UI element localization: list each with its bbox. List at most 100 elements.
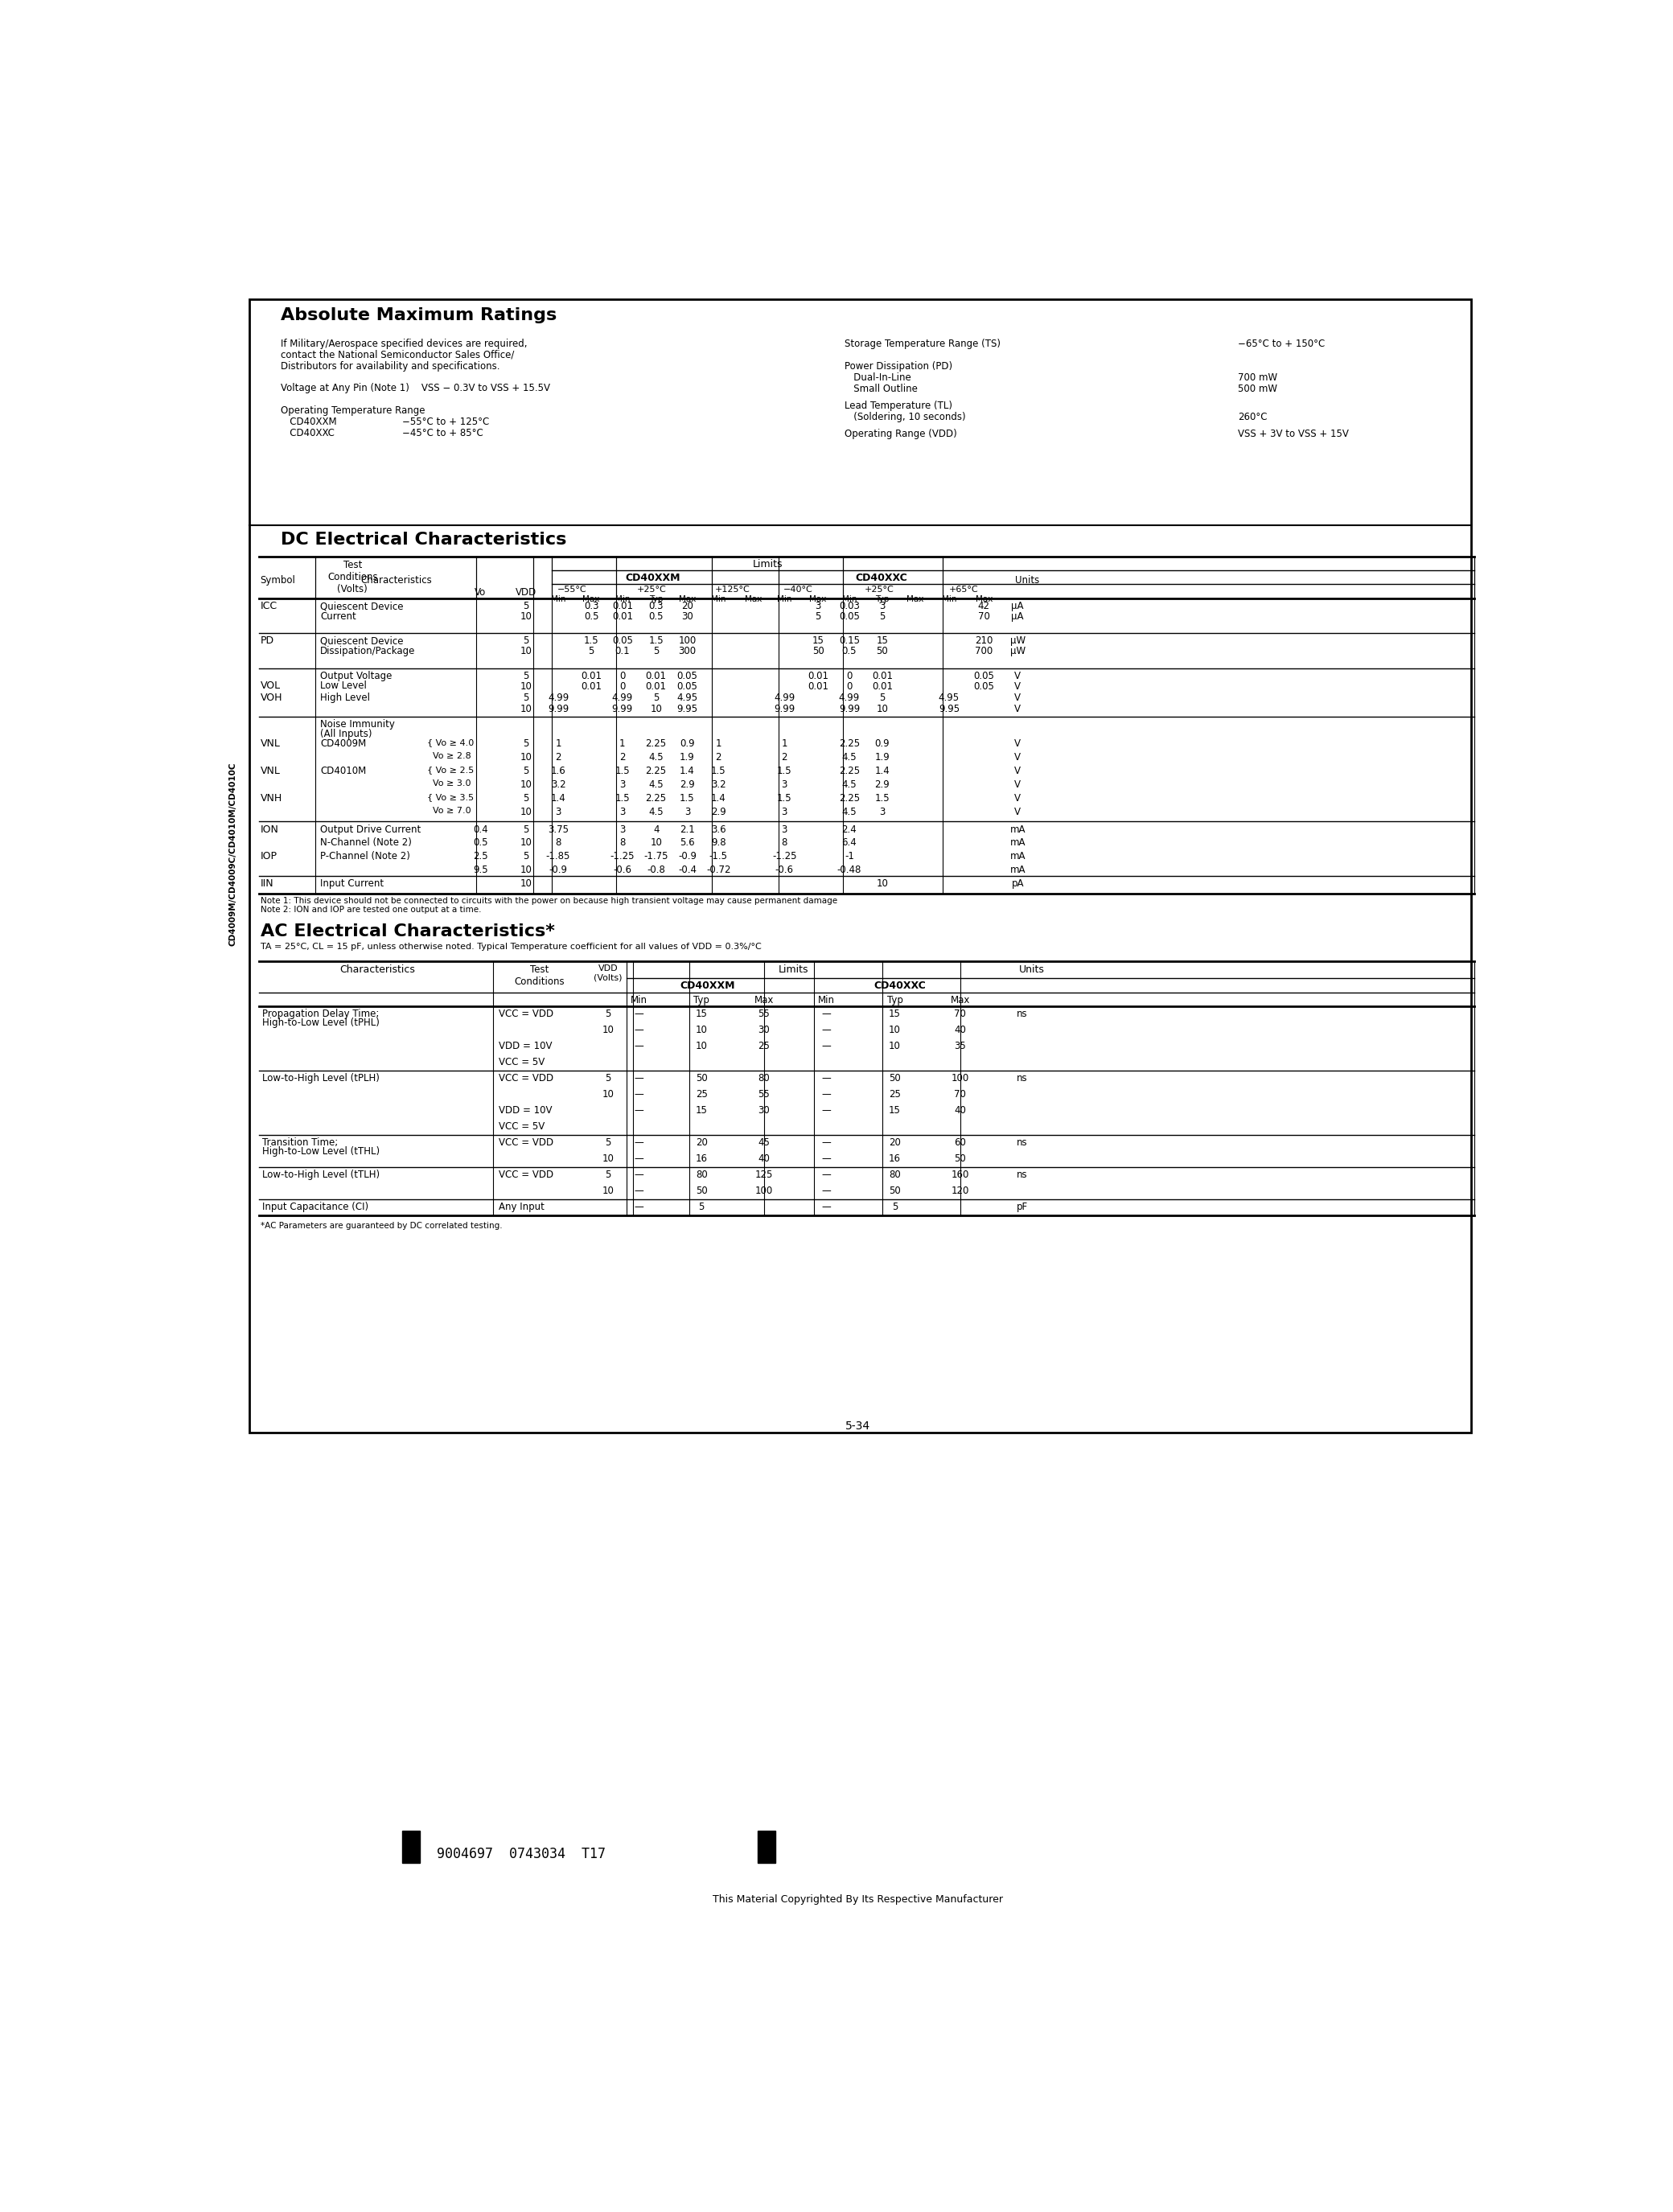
Text: Typ: Typ	[875, 595, 890, 604]
Text: 5: 5	[815, 611, 821, 622]
Text: DC Electrical Characteristics: DC Electrical Characteristics	[281, 531, 567, 549]
Text: 4.99: 4.99	[775, 692, 795, 703]
Text: μW: μW	[1010, 646, 1026, 657]
Text: 10: 10	[888, 1024, 900, 1035]
Text: 25: 25	[758, 1042, 770, 1051]
Text: 10: 10	[520, 646, 532, 657]
Text: -1.75: -1.75	[644, 852, 668, 863]
Text: VCC = 5V: VCC = 5V	[499, 1057, 545, 1068]
Text: Max: Max	[975, 595, 992, 604]
Text: High Level: High Level	[320, 692, 370, 703]
Text: High-to-Low Level (tPHL): High-to-Low Level (tPHL)	[263, 1018, 380, 1029]
Text: 2.9: 2.9	[711, 807, 726, 816]
Text: —: —	[821, 1073, 831, 1084]
Text: 3: 3	[880, 602, 885, 611]
Text: —: —	[634, 1137, 644, 1148]
Text: 2.25: 2.25	[838, 739, 860, 750]
Text: —: —	[634, 1186, 644, 1197]
Text: 0.05: 0.05	[974, 681, 994, 692]
Text: -0.8: -0.8	[647, 865, 666, 876]
Text: 2: 2	[619, 752, 626, 763]
Text: 15: 15	[888, 1009, 900, 1020]
Text: Note 1: This device should not be connected to circuits with the power on becaus: Note 1: This device should not be connec…	[261, 896, 836, 905]
Text: 45: 45	[758, 1137, 770, 1148]
Text: Voltage at Any Pin (Note 1)    VSS − 0.3V to VSS + 15.5V: Voltage at Any Pin (Note 1) VSS − 0.3V t…	[281, 383, 550, 394]
Text: 6.4: 6.4	[842, 838, 857, 847]
Text: Storage Temperature Range (TS): Storage Temperature Range (TS)	[845, 338, 1000, 349]
Text: mA: mA	[1010, 865, 1026, 876]
Text: 10: 10	[696, 1024, 708, 1035]
Text: —: —	[821, 1137, 831, 1148]
Text: 3: 3	[880, 807, 885, 816]
Bar	[758, 1832, 775, 1863]
Text: 4: 4	[652, 825, 659, 834]
Text: Absolute Maximum Ratings: Absolute Maximum Ratings	[281, 307, 557, 323]
Text: -1: -1	[845, 852, 855, 863]
Text: Low-to-High Level (tPLH): Low-to-High Level (tPLH)	[263, 1073, 380, 1084]
Text: VDD = 10V: VDD = 10V	[499, 1106, 552, 1115]
Text: 3: 3	[781, 779, 788, 790]
Text: Min: Min	[711, 595, 726, 604]
Text: 50: 50	[888, 1186, 900, 1197]
Text: 9.5: 9.5	[473, 865, 489, 876]
Text: 15: 15	[877, 635, 888, 646]
Text: -0.9: -0.9	[678, 852, 696, 863]
Text: 0.03: 0.03	[838, 602, 860, 611]
Text: 3: 3	[619, 779, 626, 790]
Text: 4.5: 4.5	[842, 807, 857, 816]
Text: CD40XXM: CD40XXM	[681, 980, 736, 991]
Text: 2.9: 2.9	[875, 779, 890, 790]
Text: TA = 25°C, CL = 15 pF, unless otherwise noted. Typical Temperature coefficient f: TA = 25°C, CL = 15 pF, unless otherwise …	[261, 942, 761, 951]
Text: VDD: VDD	[515, 588, 537, 597]
Text: P-Channel (Note 2): P-Channel (Note 2)	[320, 852, 410, 863]
Text: 2.25: 2.25	[646, 765, 666, 776]
Text: 5: 5	[606, 1073, 611, 1084]
Text: 3.6: 3.6	[711, 825, 726, 834]
Text: Dual-In-Line: Dual-In-Line	[845, 372, 912, 383]
Text: 5: 5	[524, 765, 529, 776]
Text: 2: 2	[555, 752, 560, 763]
Text: 5: 5	[524, 692, 529, 703]
Text: 3.2: 3.2	[711, 779, 726, 790]
Text: VCC = VDD: VCC = VDD	[499, 1073, 554, 1084]
Text: Characteristics: Characteristics	[360, 575, 432, 586]
Text: 9.95: 9.95	[678, 703, 698, 714]
Text: 5: 5	[880, 611, 885, 622]
Text: -0.6: -0.6	[775, 865, 793, 876]
Text: 50: 50	[811, 646, 825, 657]
Text: N-Channel (Note 2): N-Channel (Note 2)	[320, 838, 412, 847]
Text: 1.4: 1.4	[711, 794, 726, 803]
Text: VDD = 10V: VDD = 10V	[499, 1042, 552, 1051]
Text: 4.5: 4.5	[649, 779, 664, 790]
Text: 5: 5	[524, 825, 529, 834]
Text: 3: 3	[781, 825, 788, 834]
Text: CD4009M/CD4009C/CD4010M/CD4010C: CD4009M/CD4009C/CD4010M/CD4010C	[229, 761, 238, 947]
Text: Max: Max	[755, 995, 773, 1006]
Text: Distributors for availability and specifications.: Distributors for availability and specif…	[281, 361, 500, 372]
Text: 2: 2	[781, 752, 788, 763]
Text: 55: 55	[758, 1088, 770, 1099]
Text: 1.5: 1.5	[679, 794, 694, 803]
Text: 30: 30	[758, 1106, 770, 1115]
Text: Output Drive Current: Output Drive Current	[320, 825, 422, 834]
Text: Note 2: ION and IOP are tested one output at a time.: Note 2: ION and IOP are tested one outpu…	[261, 907, 482, 914]
Text: 3.2: 3.2	[550, 779, 565, 790]
Text: 8: 8	[619, 838, 626, 847]
Text: 50: 50	[696, 1186, 708, 1197]
Text: Lead Temperature (TL): Lead Temperature (TL)	[845, 400, 952, 411]
Text: ns: ns	[1017, 1170, 1027, 1181]
Text: −45°C to + 85°C: −45°C to + 85°C	[403, 427, 483, 438]
Text: 0.05: 0.05	[612, 635, 632, 646]
Text: Units: Units	[1016, 575, 1039, 586]
Text: 4.99: 4.99	[838, 692, 860, 703]
Text: 9.99: 9.99	[547, 703, 569, 714]
Text: 1: 1	[716, 739, 721, 750]
Text: —: —	[821, 1042, 831, 1051]
Text: -1.25: -1.25	[611, 852, 634, 863]
Text: VSS + 3V to VSS + 15V: VSS + 3V to VSS + 15V	[1238, 429, 1348, 438]
Text: -0.48: -0.48	[836, 865, 862, 876]
Text: 3: 3	[684, 807, 691, 816]
Text: -1.5: -1.5	[709, 852, 728, 863]
Text: 9004697  0743034  T17: 9004697 0743034 T17	[437, 1847, 606, 1860]
Text: 0.1: 0.1	[616, 646, 631, 657]
